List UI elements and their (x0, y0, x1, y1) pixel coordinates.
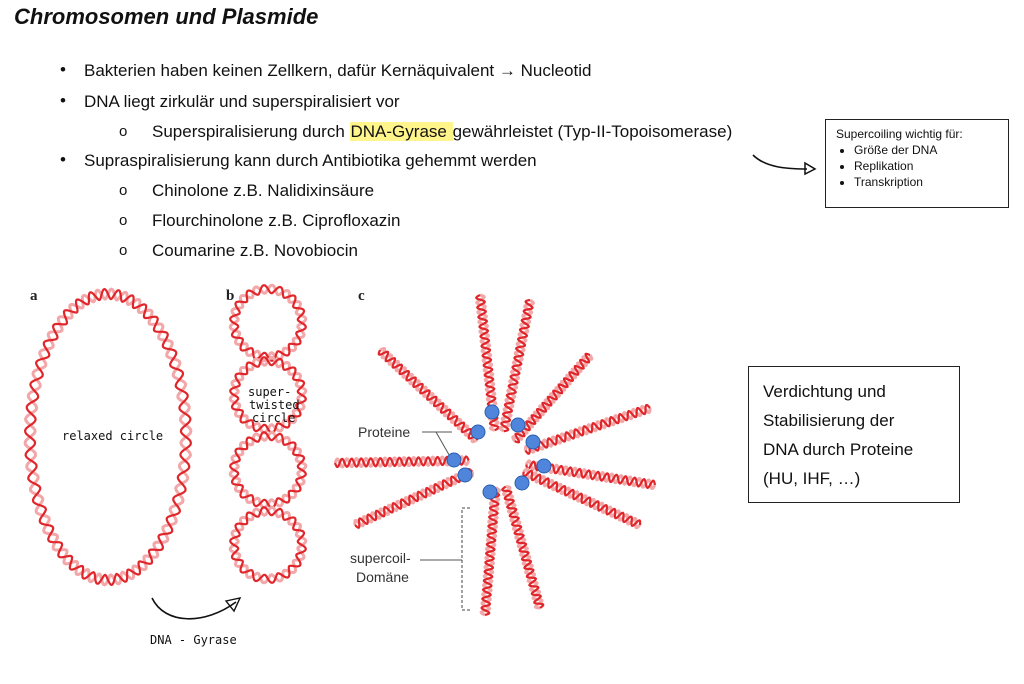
relaxed-circle-label: relaxed circle (62, 429, 163, 443)
supercoil-loop-strand-front (480, 486, 501, 617)
supertwisted-label-1: super- (248, 385, 291, 399)
gyrase-arrowhead-icon (224, 597, 242, 613)
sub-bullet-circle: o (119, 212, 128, 229)
curved-arrow-icon (752, 154, 817, 176)
panel-letter-c: c (358, 288, 365, 304)
sub-bullet-text-gyrase: Superspiralisierung durch DNA-Gyrase gew… (152, 122, 732, 142)
supercoil-loop-strand-front (500, 298, 534, 433)
supercoil-loop-strand-front (514, 352, 591, 444)
bullet-dot: • (60, 91, 66, 110)
supercoil-loop-strand-front (354, 467, 474, 529)
protein-bead (510, 417, 526, 433)
dna-helices (23, 283, 657, 617)
bullet-text-2: DNA liegt zirkulär und superspiralisiert… (84, 92, 400, 111)
info-line: Stabilisierung der (763, 411, 895, 430)
supercoil-loop-strand-front (501, 485, 545, 609)
protein-bead (446, 452, 462, 468)
page-title: Chromosomen und Plasmide (14, 4, 319, 29)
gyrase-label: DNA - Gyrase (150, 633, 237, 647)
bullet-dot: • (60, 60, 66, 79)
sub-bullet-text-flourchinolone: Flourchinolone z.B. Ciprofloxazin (152, 211, 401, 230)
note-list: Größe der DNA Replikation Transkription (836, 142, 998, 190)
info-line: (HU, IHF, …) (763, 469, 861, 488)
gyrase-text-pre: Superspiralisierung durch (152, 122, 350, 141)
gyrase-highlight: DNA-Gyrase (349, 122, 453, 141)
supercoil-loop-strand-front (333, 455, 470, 469)
bullet-text-3: Supraspiralisierung kann durch Antibioti… (84, 151, 537, 170)
supercoiling-note-box: Supercoiling wichtig für: Größe der DNA … (825, 119, 1009, 208)
dna-supercoiling-figure: relaxed circle super- twisted circle DNA… (23, 283, 657, 647)
sub-bullet-text-chinolone: Chinolone z.B. Nalidixinsäure (152, 181, 375, 200)
gyrase-arrow-icon (151, 597, 237, 620)
sub-bullet-circle: o (119, 242, 128, 259)
protein-bead (525, 434, 541, 450)
protein-bead (470, 424, 486, 440)
relaxed-circle-strand-front (23, 287, 193, 587)
proteine-label: Proteine (358, 424, 410, 440)
panel-letter-b: b (226, 288, 235, 304)
supercoil-loop-strand-front (524, 403, 651, 455)
protein-bead (457, 467, 473, 483)
protein-info-box: Verdichtung und Stabilisierung der DNA d… (748, 366, 960, 503)
note-item: Replikation (854, 158, 998, 174)
protein-bead (514, 475, 530, 491)
protein-core (446, 404, 552, 500)
note-heading: Supercoiling wichtig für: (836, 127, 963, 141)
supercoil-loop-strand-front (377, 349, 480, 441)
supertwisted-circle-strand-front (229, 431, 307, 509)
protein-bead (484, 404, 500, 420)
supercoil-label-2: Domäne (356, 569, 409, 585)
info-line: DNA durch Proteine (763, 440, 914, 459)
supertwisted-label-2: twisted (249, 398, 300, 412)
supercoil-bracket (461, 507, 470, 611)
protein-bead (536, 458, 552, 474)
note-item: Größe der DNA (854, 142, 998, 158)
supertwisted-circle-strand-front (229, 284, 307, 362)
gyrase-text-post: gewährleistet (Typ-II-Topoisomerase) (452, 122, 733, 141)
supertwisted-circle-strand-front (229, 356, 307, 434)
supertwisted-circle-strand-front (229, 506, 307, 584)
sub-bullet-text-coumarine: Coumarine z.B. Novobiocin (152, 241, 358, 260)
panel-letter-a: a (30, 288, 38, 304)
sub-bullet-circle: o (119, 182, 128, 199)
sub-bullet-circle: o (119, 123, 128, 140)
supercoil-loop-strand-front (522, 469, 642, 527)
supertwisted-label-3: circle (252, 411, 295, 425)
bullet-text-1: Bakterien haben keinen Zellkern, dafür K… (84, 61, 592, 80)
note-item: Transkription (854, 174, 998, 190)
protein-bead (482, 484, 498, 500)
supercoil-label-1: supercoil- (350, 550, 411, 566)
info-line: Verdichtung und (763, 382, 886, 401)
bullet-dot: • (60, 150, 66, 169)
